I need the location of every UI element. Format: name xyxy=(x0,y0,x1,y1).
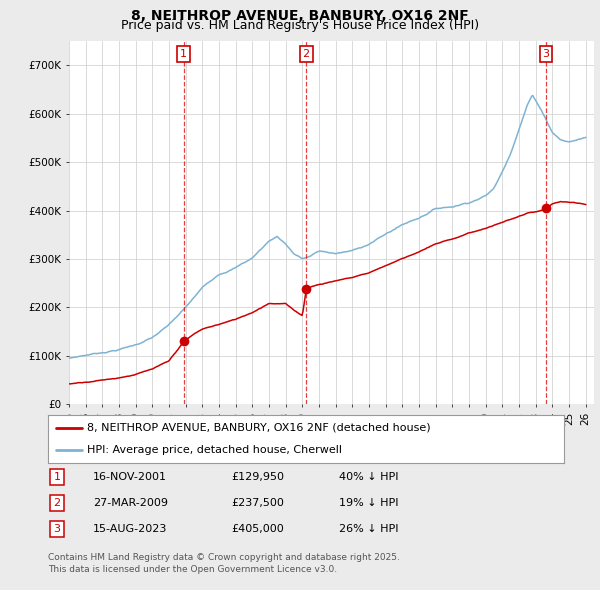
Text: 8, NEITHROP AVENUE, BANBURY, OX16 2NF (detached house): 8, NEITHROP AVENUE, BANBURY, OX16 2NF (d… xyxy=(86,423,430,433)
Text: 27-MAR-2009: 27-MAR-2009 xyxy=(93,498,168,507)
Text: 1: 1 xyxy=(180,49,187,59)
Text: 15-AUG-2023: 15-AUG-2023 xyxy=(93,524,167,533)
Text: 40% ↓ HPI: 40% ↓ HPI xyxy=(339,472,398,481)
Text: HPI: Average price, detached house, Cherwell: HPI: Average price, detached house, Cher… xyxy=(86,445,342,455)
Text: £237,500: £237,500 xyxy=(231,498,284,507)
Text: 26% ↓ HPI: 26% ↓ HPI xyxy=(339,524,398,533)
Text: Price paid vs. HM Land Registry's House Price Index (HPI): Price paid vs. HM Land Registry's House … xyxy=(121,19,479,32)
Text: 3: 3 xyxy=(542,49,550,59)
Text: 1: 1 xyxy=(53,472,61,481)
Text: 2: 2 xyxy=(53,498,61,507)
Text: 19% ↓ HPI: 19% ↓ HPI xyxy=(339,498,398,507)
Text: £129,950: £129,950 xyxy=(231,472,284,481)
Text: This data is licensed under the Open Government Licence v3.0.: This data is licensed under the Open Gov… xyxy=(48,565,337,574)
Text: Contains HM Land Registry data © Crown copyright and database right 2025.: Contains HM Land Registry data © Crown c… xyxy=(48,553,400,562)
Text: 3: 3 xyxy=(53,524,61,533)
Text: £405,000: £405,000 xyxy=(231,524,284,533)
Text: 16-NOV-2001: 16-NOV-2001 xyxy=(93,472,167,481)
Text: 8, NEITHROP AVENUE, BANBURY, OX16 2NF: 8, NEITHROP AVENUE, BANBURY, OX16 2NF xyxy=(131,9,469,23)
Text: 2: 2 xyxy=(302,49,310,59)
